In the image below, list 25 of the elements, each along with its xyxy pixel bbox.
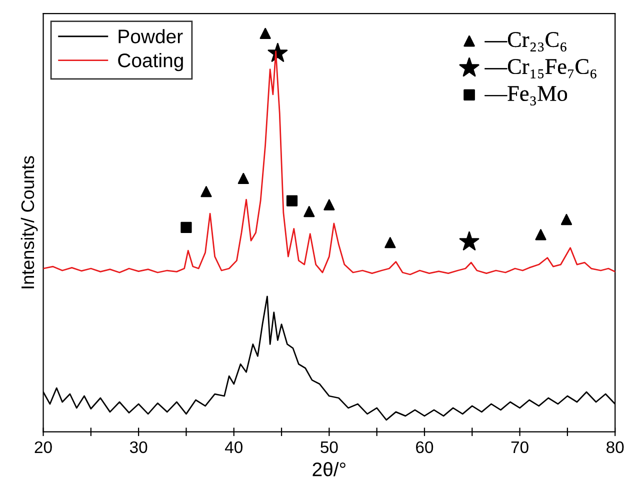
x-tick-label: 70	[511, 441, 528, 454]
legend-label: —Cr₁₅Fe₇C₆	[484, 59, 596, 78]
point	[535, 229, 546, 240]
x-tick-label: 60	[416, 441, 434, 454]
point	[459, 231, 480, 250]
point	[238, 172, 249, 184]
point	[200, 186, 212, 198]
point	[304, 206, 315, 218]
x-tick-label: 40	[224, 441, 242, 454]
point	[324, 199, 335, 210]
point	[384, 237, 396, 248]
point	[286, 195, 298, 206]
x-axis-title: 2θ/°	[312, 462, 346, 476]
legend-label: Powder	[118, 29, 183, 44]
point	[560, 214, 572, 226]
y-axis-title: Intensity/ Counts	[20, 156, 38, 288]
legend-label: —Fe₃Mo	[484, 86, 568, 106]
legend-label: Coating	[118, 53, 183, 72]
x-tick-label: 80	[606, 441, 624, 454]
point	[260, 28, 271, 40]
legend-label: —Cr₂₃C₆	[484, 32, 566, 52]
point	[180, 222, 192, 234]
x-tick-label: 20	[34, 441, 52, 454]
x-tick-label: 50	[320, 441, 338, 454]
x-tick-label: 30	[130, 441, 148, 454]
